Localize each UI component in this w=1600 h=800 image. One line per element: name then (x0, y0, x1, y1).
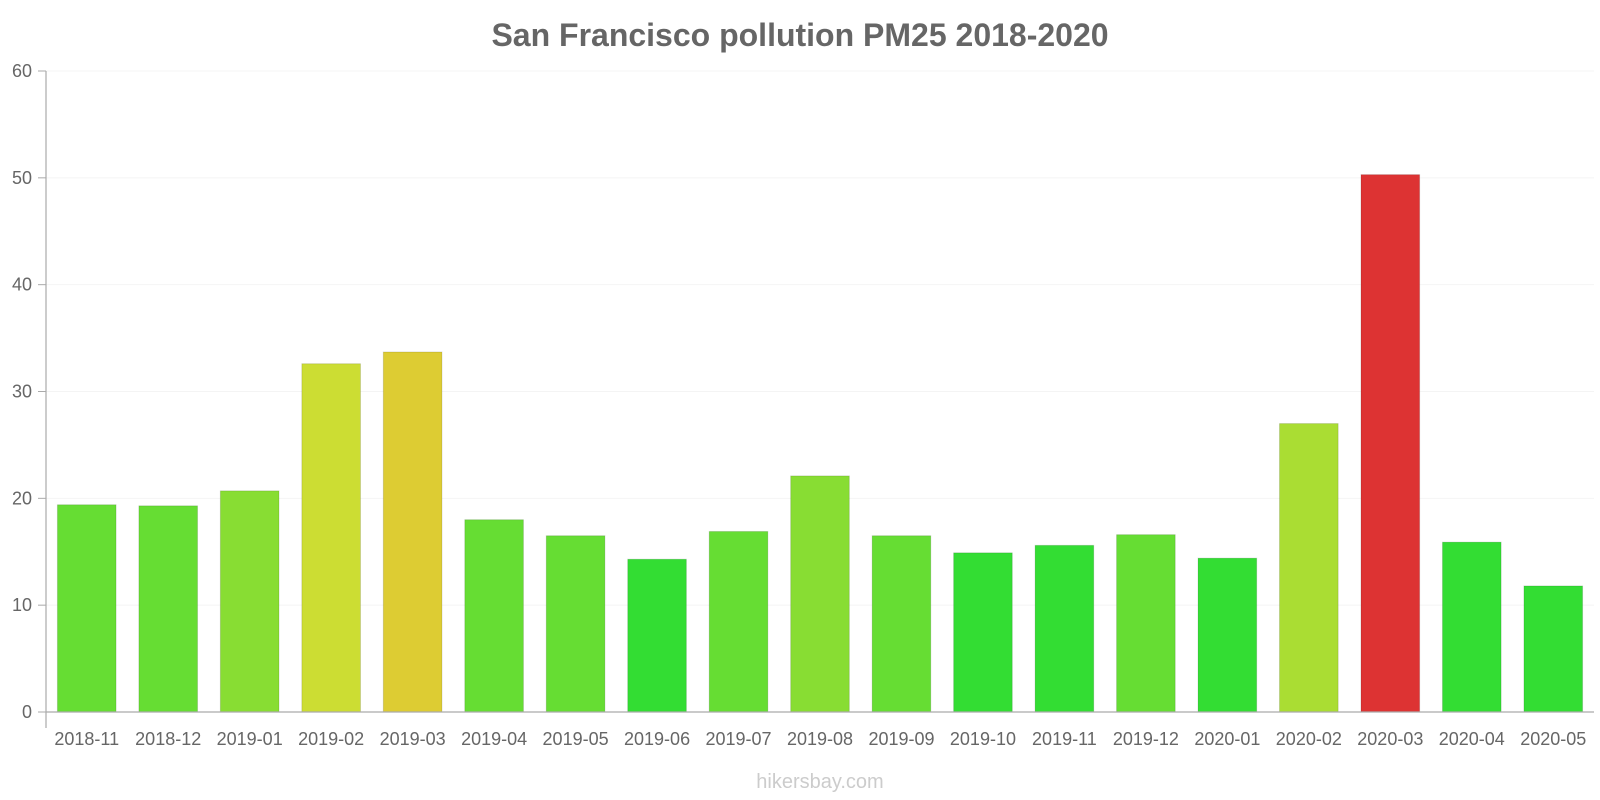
y-tick-label: 60 (12, 61, 32, 81)
y-axis-ticks: 0 10 20 30 40 50 60 (12, 61, 46, 722)
bar-2020-04 (1441, 541, 1502, 713)
x-tick-label: 2019-07 (705, 729, 771, 749)
x-tick-label: 2020-02 (1276, 729, 1342, 749)
x-tick-label: 2019-05 (543, 729, 609, 749)
x-tick-label: 2020-04 (1439, 729, 1505, 749)
bar-2019-09 (871, 535, 932, 713)
bar-2019-07 (708, 530, 769, 713)
x-tick-label: 2019-04 (461, 729, 527, 749)
y-tick-label: 30 (12, 382, 32, 402)
x-tick-label: 2019-11 (1032, 729, 1097, 749)
y-tick-label: 40 (12, 275, 32, 295)
bar-2020-03 (1360, 174, 1421, 713)
x-tick-label: 2020-03 (1357, 729, 1423, 749)
bars (56, 174, 1584, 713)
x-tick-label: 2020-01 (1194, 729, 1260, 749)
bar-2019-12 (1116, 534, 1176, 713)
x-tick-label: 2020-05 (1520, 729, 1586, 749)
bar-2019-11 (1034, 544, 1095, 713)
watermark-text: hikersbay.com (756, 771, 883, 793)
x-tick-label: 2019-06 (624, 729, 690, 749)
x-tick-label: 2019-02 (298, 729, 364, 749)
x-tick-label: 2019-03 (380, 729, 446, 749)
x-tick-label: 2018-12 (135, 729, 201, 749)
x-tick-label: 2019-08 (787, 729, 853, 749)
bar-2019-04 (464, 519, 524, 713)
bar-2019-06 (627, 558, 687, 713)
y-tick-label: 10 (12, 595, 32, 615)
bar-2019-01 (219, 490, 280, 713)
bar-2019-08 (790, 475, 850, 713)
y-tick-label: 50 (12, 168, 32, 188)
bar-2018-12 (138, 505, 199, 713)
y-tick-label: 0 (22, 702, 32, 722)
x-tick-label: 2019-10 (950, 729, 1016, 749)
bar-2019-10 (953, 552, 1013, 713)
bar-2019-03 (382, 351, 443, 713)
bar-2019-05 (545, 535, 606, 713)
bar-2020-05 (1523, 585, 1584, 713)
x-axis-ticks: 2018-11 2018-12 2019-01 2019-02 2019-03 2019-… (54, 729, 1586, 749)
chart-title: San Francisco pollution PM25 2018-2020 (491, 17, 1108, 53)
x-tick-label: 2019-12 (1113, 729, 1179, 749)
bar-2020-02 (1279, 423, 1339, 713)
bar-2018-11 (56, 504, 117, 713)
bar-2020-01 (1197, 557, 1258, 713)
bar-2019-02 (301, 363, 361, 713)
y-tick-label: 20 (12, 488, 32, 508)
x-tick-label: 2018-11 (54, 729, 119, 749)
x-tick-label: 2019-01 (217, 729, 283, 749)
x-tick-label: 2019-09 (868, 729, 934, 749)
